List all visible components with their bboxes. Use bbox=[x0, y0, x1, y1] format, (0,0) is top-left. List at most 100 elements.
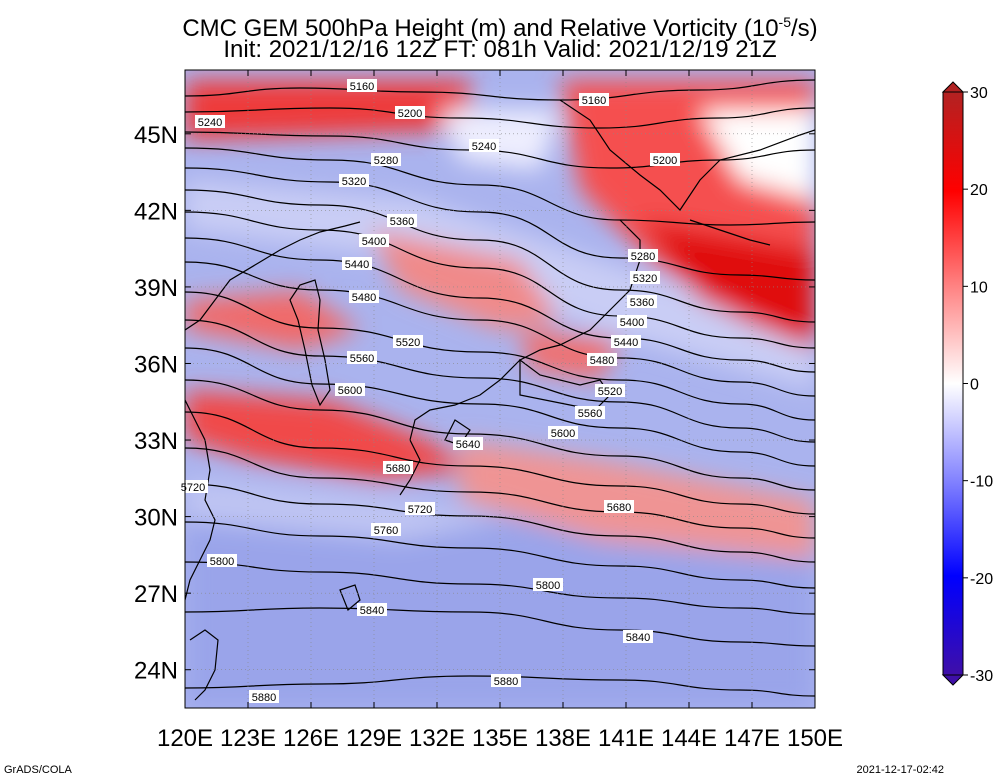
contour-label: 5600 bbox=[338, 385, 362, 397]
contour-label-bg bbox=[604, 500, 634, 513]
contour-label: 5720 bbox=[408, 504, 432, 516]
contour-label-bg bbox=[387, 214, 417, 227]
contour-label-bg bbox=[207, 554, 237, 567]
lat-tick-label: 39N bbox=[134, 275, 178, 302]
contour-label-bg bbox=[628, 249, 658, 262]
lon-tick-label: 150E bbox=[787, 725, 843, 752]
contour-label-bg bbox=[395, 106, 425, 119]
contour-label-bg bbox=[347, 351, 377, 364]
vorticity-field bbox=[185, 70, 815, 708]
height-contour-line bbox=[185, 561, 815, 615]
contour-label: 5280 bbox=[374, 155, 398, 167]
contour-label-bg bbox=[357, 603, 387, 616]
contour-label: 5800 bbox=[536, 580, 560, 592]
contour-label-bg bbox=[393, 335, 423, 348]
contour-label: 5520 bbox=[598, 386, 622, 398]
title-exponent: -5 bbox=[778, 14, 791, 30]
height-contour-line bbox=[185, 347, 815, 467]
contour-label-bg bbox=[575, 406, 605, 419]
contour-label: 5240 bbox=[472, 141, 496, 153]
contour-label-bg bbox=[339, 174, 369, 187]
contour-label-bg bbox=[627, 295, 657, 308]
contour-label-bg bbox=[405, 502, 435, 515]
footer-software: GrADS/COLA bbox=[4, 764, 72, 776]
lat-tick-label: 36N bbox=[134, 351, 178, 378]
contour-label-bg bbox=[349, 290, 379, 303]
contour-label: 5800 bbox=[210, 556, 234, 568]
contour-label-bg bbox=[371, 153, 401, 166]
chart-title-line1: CMC GEM 500hPa Height (m) and Relative V… bbox=[0, 8, 1000, 43]
contour-label-bg bbox=[335, 383, 365, 396]
lon-tick-label: 132E bbox=[409, 725, 465, 752]
colorbar-tick-label: -10 bbox=[970, 474, 993, 491]
coastline bbox=[339, 584, 361, 611]
contour-label-bg bbox=[630, 271, 660, 284]
lat-tick-label: 24N bbox=[134, 658, 178, 685]
coastline bbox=[559, 99, 815, 211]
contour-label: 5440 bbox=[614, 337, 638, 349]
contour-label: 5440 bbox=[345, 259, 369, 271]
height-contour-line bbox=[185, 167, 815, 281]
coastline bbox=[185, 399, 216, 601]
contour-label-bg bbox=[533, 578, 563, 591]
contour-label: 5160 bbox=[582, 95, 606, 107]
contour-label-bg bbox=[548, 426, 578, 439]
title-suffix: /s) bbox=[791, 15, 818, 42]
coastline bbox=[189, 629, 219, 701]
height-contour-line bbox=[185, 379, 815, 491]
contour-label-bg bbox=[359, 234, 389, 247]
contour-label: 5720 bbox=[181, 482, 205, 494]
lat-tick-label: 42N bbox=[134, 198, 178, 225]
height-contours bbox=[185, 79, 815, 697]
colorbar-tick-label: -20 bbox=[970, 571, 993, 588]
contour-label-bg bbox=[617, 315, 647, 328]
height-contour-line bbox=[185, 79, 815, 101]
contour-label-bg bbox=[453, 437, 483, 450]
height-contour-line bbox=[185, 261, 815, 397]
contour-label-bg bbox=[371, 523, 401, 536]
contour-label-bg bbox=[623, 630, 653, 643]
coastline bbox=[289, 279, 331, 407]
contour-label: 5320 bbox=[633, 273, 657, 285]
contour-label-bg bbox=[587, 353, 617, 366]
lat-tick-label: 33N bbox=[134, 428, 178, 455]
contour-label-bg bbox=[249, 690, 279, 703]
height-contour-line bbox=[185, 607, 815, 647]
contour-label: 5840 bbox=[360, 605, 384, 617]
colorbar-tick-label: 30 bbox=[970, 85, 988, 102]
coastline bbox=[185, 221, 361, 331]
contour-label: 5240 bbox=[198, 117, 222, 129]
contour-label: 5680 bbox=[386, 463, 410, 475]
contour-label: 5160 bbox=[350, 81, 374, 93]
contour-label: 5400 bbox=[620, 317, 644, 329]
contour-label-bg bbox=[383, 461, 413, 474]
contour-label: 5480 bbox=[352, 292, 376, 304]
contour-labels: 5160 5160 5200 5200 5240 5240 5280 5280 5320 5320… bbox=[178, 79, 680, 704]
contour-label: 5360 bbox=[630, 297, 654, 309]
contour-label-bg bbox=[195, 115, 225, 128]
lon-tick-label: 129E bbox=[346, 725, 402, 752]
colorbar-tick-label: 0 bbox=[970, 377, 979, 394]
lon-tick-label: 144E bbox=[661, 725, 717, 752]
lon-tick-label: 123E bbox=[220, 725, 276, 752]
height-contour-line bbox=[185, 189, 815, 323]
contour-label: 5200 bbox=[398, 108, 422, 120]
height-contour-line bbox=[185, 291, 815, 421]
colorbar-tick-label: 10 bbox=[970, 279, 988, 296]
lon-tick-label: 126E bbox=[283, 725, 339, 752]
contour-label: 5600 bbox=[551, 428, 575, 440]
contour-label: 5880 bbox=[252, 692, 276, 704]
colorbar-bar bbox=[942, 91, 964, 676]
height-contour-line bbox=[185, 147, 815, 226]
contour-label: 5560 bbox=[350, 353, 374, 365]
lon-tick-label: 138E bbox=[535, 725, 591, 752]
colorbar-min-arrow bbox=[941, 674, 965, 686]
contour-label-bg bbox=[347, 79, 377, 92]
height-contour-line bbox=[185, 675, 815, 697]
lat-tick-label: 30N bbox=[134, 505, 178, 532]
height-contour-line bbox=[185, 483, 815, 563]
footer-timestamp: 2021-12-17-02:42 bbox=[856, 764, 944, 776]
contour-label: 5880 bbox=[494, 676, 518, 688]
lat-lon-grid bbox=[185, 70, 815, 708]
